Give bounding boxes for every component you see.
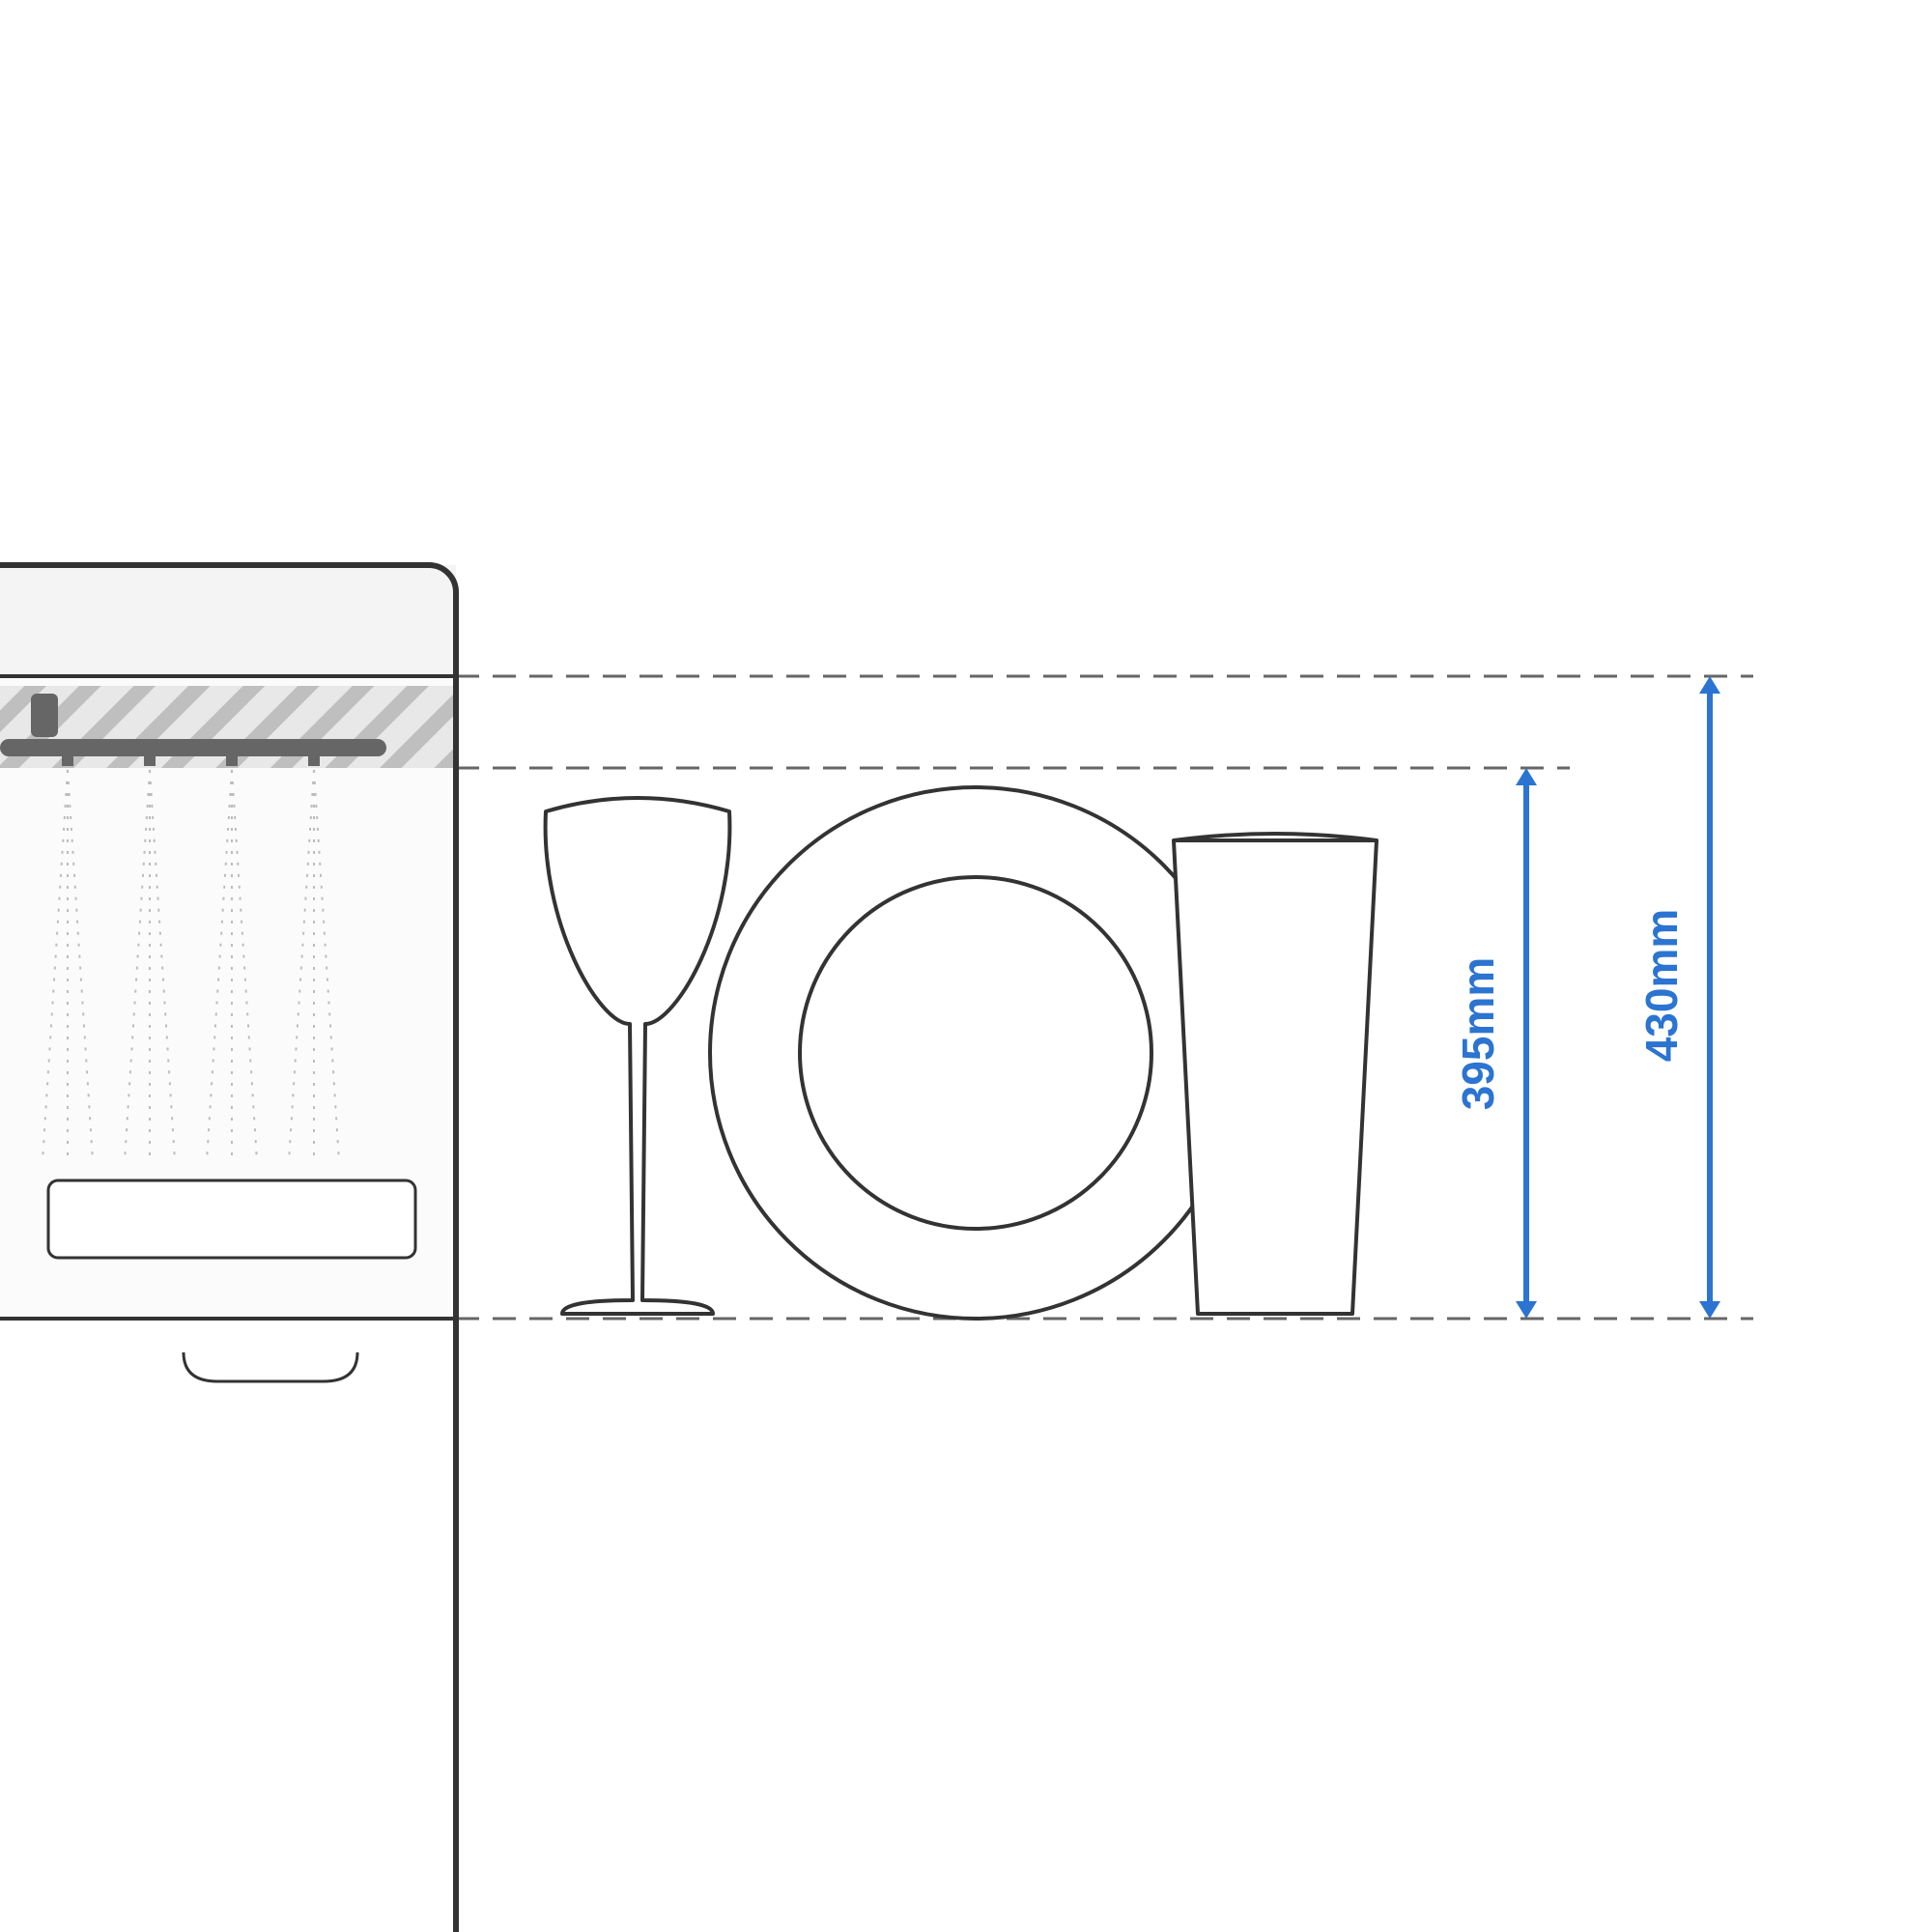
wine-glass <box>546 798 730 1314</box>
spray-nozzle <box>144 756 156 766</box>
spray-nozzle <box>226 756 238 766</box>
plate-outer <box>710 787 1241 1319</box>
dimension-inner: 395mm <box>1453 768 1537 1319</box>
dishware-group <box>546 787 1377 1319</box>
dishwasher-machine <box>0 565 456 1932</box>
dimension-outer: 430mm <box>1636 676 1720 1319</box>
tumbler-glass <box>1174 840 1377 1314</box>
spray-arm-bar <box>0 739 386 756</box>
dishwasher-clearance-diagram: 430mm 395mm <box>0 0 1932 1932</box>
spray-nozzle <box>308 756 320 766</box>
dimension-label-outer: 430mm <box>1636 909 1687 1063</box>
dimension-label-inner: 395mm <box>1453 957 1503 1111</box>
tray <box>48 1180 415 1258</box>
spray-arm-stem <box>31 694 58 737</box>
spray-nozzle <box>62 756 73 766</box>
